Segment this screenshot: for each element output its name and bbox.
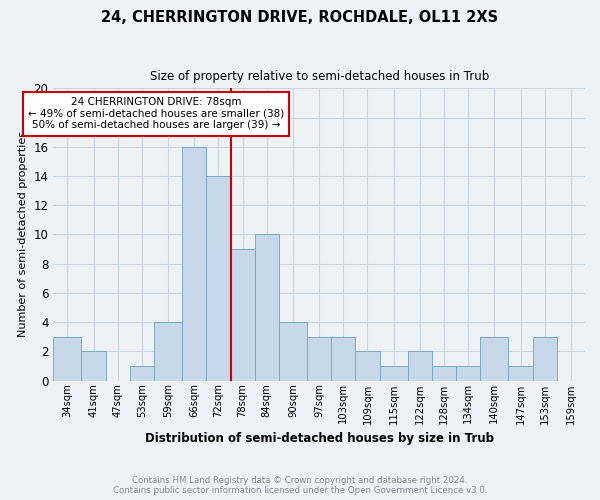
Text: Contains HM Land Registry data © Crown copyright and database right 2024.
Contai: Contains HM Land Registry data © Crown c… [113, 476, 487, 495]
Bar [380, 366, 408, 380]
Bar [182, 147, 206, 380]
Bar [533, 336, 557, 380]
Bar [279, 322, 307, 380]
Bar [82, 352, 106, 380]
Bar [480, 336, 508, 380]
Bar [456, 366, 480, 380]
Bar [307, 336, 331, 380]
X-axis label: Distribution of semi-detached houses by size in Trub: Distribution of semi-detached houses by … [145, 432, 494, 445]
Bar [508, 366, 533, 380]
Bar [154, 322, 182, 380]
Bar [230, 249, 254, 380]
Title: Size of property relative to semi-detached houses in Trub: Size of property relative to semi-detach… [149, 70, 489, 83]
Bar [206, 176, 230, 380]
Bar [331, 336, 355, 380]
Y-axis label: Number of semi-detached properties: Number of semi-detached properties [18, 132, 28, 338]
Bar [408, 352, 432, 380]
Bar [432, 366, 456, 380]
Bar [130, 366, 154, 380]
Bar [53, 336, 82, 380]
Text: 24, CHERRINGTON DRIVE, ROCHDALE, OL11 2XS: 24, CHERRINGTON DRIVE, ROCHDALE, OL11 2X… [101, 10, 499, 25]
Bar [355, 352, 380, 380]
Bar [254, 234, 279, 380]
Text: 24 CHERRINGTON DRIVE: 78sqm
← 49% of semi-detached houses are smaller (38)
50% o: 24 CHERRINGTON DRIVE: 78sqm ← 49% of sem… [28, 98, 284, 130]
